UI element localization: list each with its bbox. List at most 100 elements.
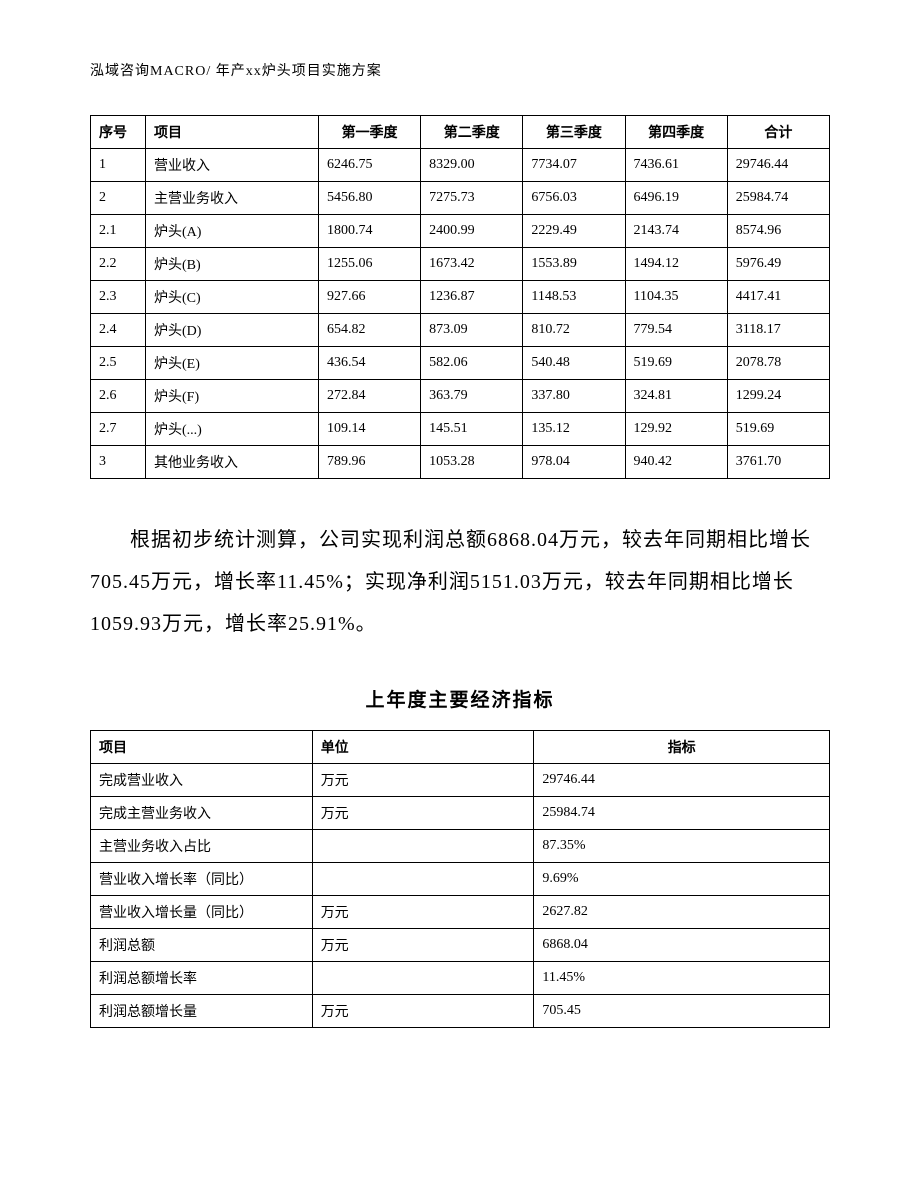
table-cell: 1053.28 (421, 446, 523, 479)
table-cell: 营业收入增长率（同比） (91, 863, 313, 896)
table-cell: 940.42 (625, 446, 727, 479)
table-cell: 万元 (312, 797, 534, 830)
table-cell: 1148.53 (523, 281, 625, 314)
table2-title: 上年度主要经济指标 (90, 685, 830, 712)
table-cell: 1 (91, 149, 146, 182)
col-q2: 第二季度 (421, 116, 523, 149)
table-cell: 1494.12 (625, 248, 727, 281)
table-cell: 540.48 (523, 347, 625, 380)
table-cell: 1255.06 (318, 248, 420, 281)
col-q1: 第一季度 (318, 116, 420, 149)
table-cell: 11.45% (534, 962, 830, 995)
table-cell: 7275.73 (421, 182, 523, 215)
table-cell: 炉头(F) (146, 380, 319, 413)
table-cell: 810.72 (523, 314, 625, 347)
table-row: 营业收入增长率（同比） 9.69% (91, 863, 830, 896)
table-cell: 2.3 (91, 281, 146, 314)
col-indicator: 指标 (534, 731, 830, 764)
table-row: 利润总额增长量万元705.45 (91, 995, 830, 1028)
table-row: 利润总额万元6868.04 (91, 929, 830, 962)
table-cell: 337.80 (523, 380, 625, 413)
table-row: 利润总额增长率11.45% (91, 962, 830, 995)
table-cell: 1104.35 (625, 281, 727, 314)
table-row: 2.4炉头(D)654.82873.09810.72779.543118.17 (91, 314, 830, 347)
table-cell: 978.04 (523, 446, 625, 479)
page-container: 泓域咨询MACRO/ 年产xx炉头项目实施方案 序号 项目 第一季度 第二季度 … (0, 0, 920, 1088)
table-row: 完成主营业务收入万元25984.74 (91, 797, 830, 830)
table-cell: 8574.96 (727, 215, 829, 248)
economic-indicators-table: 项目 单位 指标 完成营业收入万元29746.44完成主营业务收入万元25984… (90, 730, 830, 1028)
table-cell: 6756.03 (523, 182, 625, 215)
col-seq: 序号 (91, 116, 146, 149)
table-cell: 129.92 (625, 413, 727, 446)
table-cell (312, 863, 534, 896)
table-row: 营业收入增长量（同比）万元2627.82 (91, 896, 830, 929)
table-cell: 519.69 (625, 347, 727, 380)
table-cell: 145.51 (421, 413, 523, 446)
col-item: 项目 (146, 116, 319, 149)
table-row: 2.1炉头(A)1800.742400.992229.492143.748574… (91, 215, 830, 248)
table-row: 2主营业务收入5456.807275.736756.036496.1925984… (91, 182, 830, 215)
table-cell: 1553.89 (523, 248, 625, 281)
table-cell: 7734.07 (523, 149, 625, 182)
table-cell: 582.06 (421, 347, 523, 380)
table-cell: 1236.87 (421, 281, 523, 314)
table1-body: 1营业收入6246.758329.007734.077436.6129746.4… (91, 149, 830, 479)
quarterly-revenue-table: 序号 项目 第一季度 第二季度 第三季度 第四季度 合计 1营业收入6246.7… (90, 115, 830, 479)
table-cell: 1673.42 (421, 248, 523, 281)
table-cell: 363.79 (421, 380, 523, 413)
table-row: 完成营业收入万元29746.44 (91, 764, 830, 797)
col-item: 项目 (91, 731, 313, 764)
table-cell: 炉头(D) (146, 314, 319, 347)
col-q4: 第四季度 (625, 116, 727, 149)
table-cell: 6868.04 (534, 929, 830, 962)
table-cell: 万元 (312, 764, 534, 797)
table-cell: 2143.74 (625, 215, 727, 248)
table-cell: 2.6 (91, 380, 146, 413)
table-row: 3其他业务收入789.961053.28978.04940.423761.70 (91, 446, 830, 479)
table-row: 2.3炉头(C)927.661236.871148.531104.354417.… (91, 281, 830, 314)
table-cell: 利润总额增长量 (91, 995, 313, 1028)
table-cell: 3761.70 (727, 446, 829, 479)
table-cell: 万元 (312, 896, 534, 929)
table-cell: 3 (91, 446, 146, 479)
table-cell: 705.45 (534, 995, 830, 1028)
table-cell: 炉头(A) (146, 215, 319, 248)
table-cell: 9.69% (534, 863, 830, 896)
table-cell: 8329.00 (421, 149, 523, 182)
table2-body: 完成营业收入万元29746.44完成主营业务收入万元25984.74主营业务收入… (91, 764, 830, 1028)
col-total: 合计 (727, 116, 829, 149)
table-cell: 29746.44 (534, 764, 830, 797)
table-cell: 2.7 (91, 413, 146, 446)
table-cell: 万元 (312, 929, 534, 962)
table-cell: 7436.61 (625, 149, 727, 182)
table-cell: 25984.74 (534, 797, 830, 830)
table-cell: 主营业务收入 (146, 182, 319, 215)
table-cell: 25984.74 (727, 182, 829, 215)
table-cell: 完成营业收入 (91, 764, 313, 797)
table-cell: 2.1 (91, 215, 146, 248)
table-cell: 2078.78 (727, 347, 829, 380)
table-cell: 927.66 (318, 281, 420, 314)
col-unit: 单位 (312, 731, 534, 764)
table-cell: 1299.24 (727, 380, 829, 413)
table-cell: 436.54 (318, 347, 420, 380)
table-cell: 炉头(C) (146, 281, 319, 314)
table-cell: 5456.80 (318, 182, 420, 215)
table-cell: 789.96 (318, 446, 420, 479)
table-cell: 272.84 (318, 380, 420, 413)
table-cell: 6496.19 (625, 182, 727, 215)
table-cell: 2.2 (91, 248, 146, 281)
table-cell: 2400.99 (421, 215, 523, 248)
table-cell: 873.09 (421, 314, 523, 347)
table-cell: 主营业务收入占比 (91, 830, 313, 863)
table-cell: 3118.17 (727, 314, 829, 347)
table-cell: 利润总额 (91, 929, 313, 962)
table-cell: 炉头(E) (146, 347, 319, 380)
table-row: 主营业务收入占比87.35% (91, 830, 830, 863)
table-row: 2.2炉头(B)1255.061673.421553.891494.125976… (91, 248, 830, 281)
table-cell: 2229.49 (523, 215, 625, 248)
table-cell: 2627.82 (534, 896, 830, 929)
table-row: 1营业收入6246.758329.007734.077436.6129746.4… (91, 149, 830, 182)
table-cell: 2 (91, 182, 146, 215)
